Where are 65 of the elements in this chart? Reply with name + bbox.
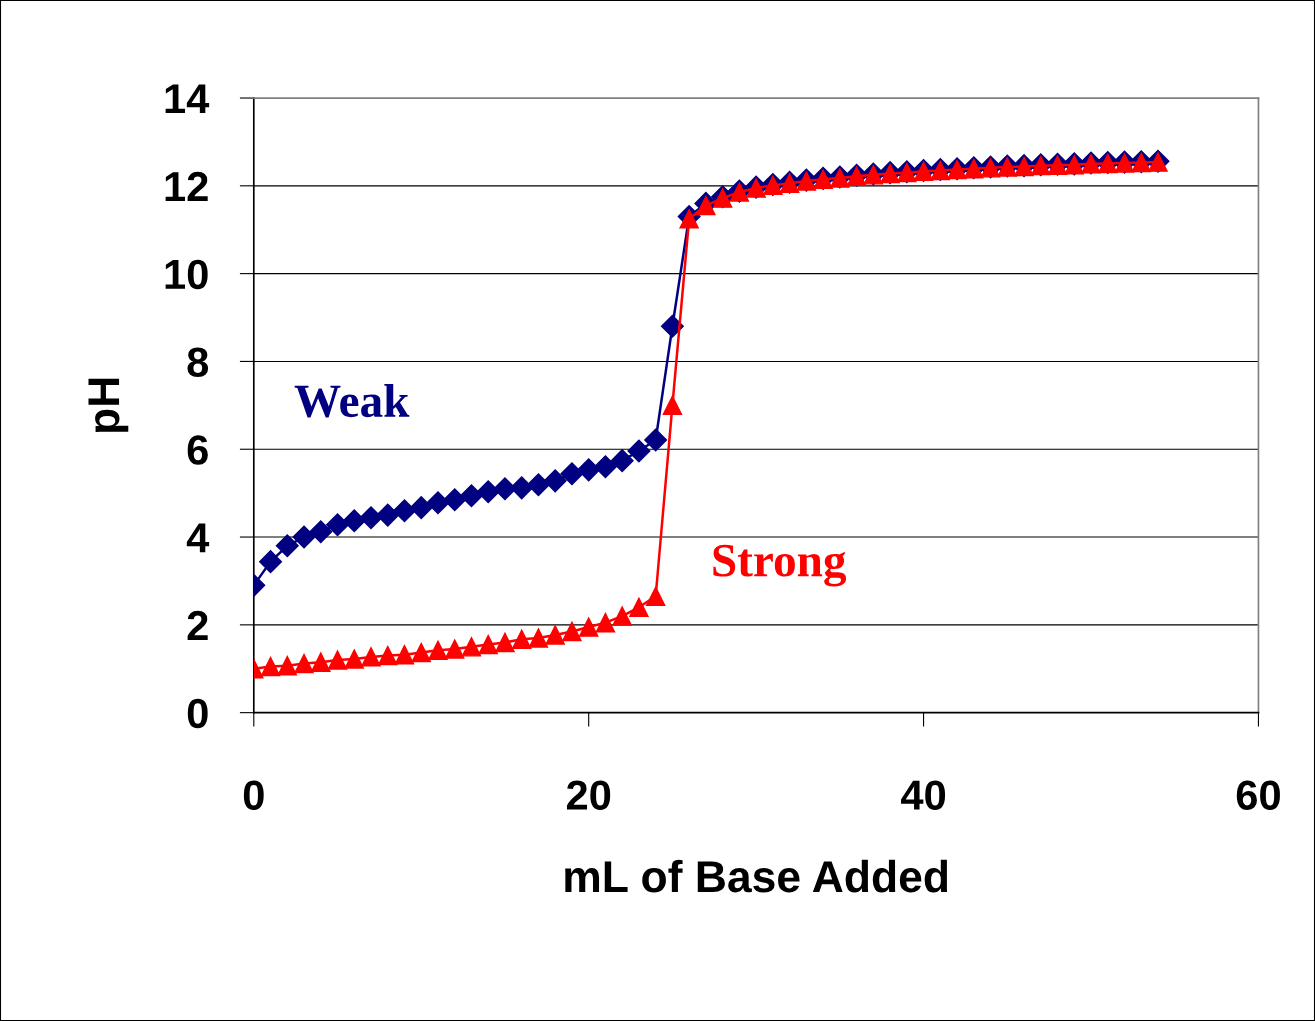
point [378, 645, 398, 666]
point [461, 637, 482, 657]
point [562, 621, 582, 642]
point [260, 656, 281, 677]
point [629, 597, 649, 618]
point [342, 509, 366, 533]
y-tick-label: 4 [186, 523, 210, 553]
point [543, 469, 567, 493]
y-tick-label: 2 [187, 610, 208, 640]
point [528, 628, 549, 648]
point [660, 314, 684, 338]
point [443, 488, 467, 512]
point [361, 647, 381, 667]
point [476, 480, 500, 504]
point [578, 617, 599, 637]
point [326, 513, 350, 537]
point [610, 449, 634, 473]
point [593, 455, 617, 479]
x-axis-title: mL of Base Added [565, 859, 948, 893]
point [259, 550, 283, 574]
point [445, 639, 465, 659]
point [459, 484, 483, 508]
point [526, 473, 550, 497]
y-tick-label: 6 [187, 435, 208, 465]
point [275, 534, 299, 558]
point [627, 439, 651, 463]
point [359, 506, 383, 530]
point [495, 632, 515, 653]
point [510, 476, 534, 500]
point [409, 496, 433, 520]
point [560, 462, 584, 486]
x-tick-label: 20 [566, 780, 611, 810]
y-tick-label: 0 [187, 698, 208, 729]
x-tick-label: 0 [243, 780, 264, 810]
point [394, 644, 415, 665]
point [428, 640, 448, 661]
point [309, 520, 333, 544]
point [645, 586, 666, 607]
y-tick-label: 14 [165, 84, 210, 114]
point [411, 642, 431, 663]
x-tick-label: 40 [901, 780, 946, 810]
point [612, 606, 632, 626]
point [595, 612, 616, 633]
point [493, 477, 517, 501]
point [662, 395, 683, 416]
point [327, 650, 348, 670]
point [644, 428, 668, 452]
point [478, 634, 498, 655]
point [376, 503, 400, 527]
point [311, 652, 331, 672]
y-tick-label: 8 [187, 347, 209, 377]
y-tick-label: 10 [165, 259, 208, 290]
y-axis-title: pH [88, 378, 129, 433]
point [344, 649, 364, 669]
series-label: Strong [713, 544, 847, 587]
point [577, 458, 601, 482]
point [511, 629, 532, 650]
point [292, 525, 316, 549]
point [545, 625, 565, 645]
x-tick-label: 60 [1236, 780, 1280, 810]
point [294, 653, 314, 674]
y-tick-label: 12 [165, 171, 208, 201]
series-label: Weak [294, 383, 410, 418]
point [426, 491, 450, 515]
point [277, 655, 298, 676]
